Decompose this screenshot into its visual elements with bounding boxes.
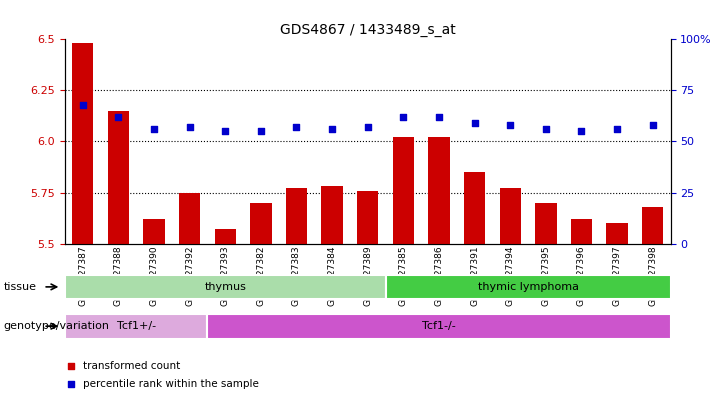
Bar bbox=[65, 314, 208, 338]
Point bbox=[184, 124, 195, 130]
Point bbox=[112, 114, 124, 120]
Text: percentile rank within the sample: percentile rank within the sample bbox=[83, 379, 259, 389]
Point bbox=[327, 126, 338, 132]
Point bbox=[469, 120, 480, 126]
Point bbox=[65, 363, 76, 369]
Bar bbox=[642, 207, 663, 244]
Bar bbox=[535, 203, 557, 244]
Point bbox=[77, 101, 89, 108]
Bar bbox=[72, 43, 94, 244]
Text: Tcf1-/-: Tcf1-/- bbox=[422, 321, 456, 331]
Bar bbox=[606, 223, 628, 244]
Bar bbox=[464, 172, 485, 244]
Bar bbox=[215, 230, 236, 244]
Point bbox=[647, 122, 658, 128]
Text: tissue: tissue bbox=[4, 282, 37, 292]
Text: thymic lymphoma: thymic lymphoma bbox=[477, 282, 578, 292]
Title: GDS4867 / 1433489_s_at: GDS4867 / 1433489_s_at bbox=[280, 23, 456, 37]
Bar bbox=[393, 138, 414, 244]
Text: transformed count: transformed count bbox=[83, 361, 180, 371]
Point bbox=[291, 124, 302, 130]
Point bbox=[255, 128, 267, 134]
Bar bbox=[107, 111, 129, 244]
Point bbox=[611, 126, 623, 132]
Point bbox=[575, 128, 587, 134]
Bar bbox=[428, 138, 450, 244]
Bar bbox=[357, 191, 379, 244]
Bar bbox=[143, 219, 164, 244]
Bar bbox=[500, 189, 521, 244]
Bar bbox=[65, 274, 386, 299]
Bar bbox=[286, 189, 307, 244]
Bar bbox=[179, 193, 200, 244]
Point bbox=[397, 114, 409, 120]
Point bbox=[362, 124, 373, 130]
Point bbox=[219, 128, 231, 134]
Text: Tcf1+/-: Tcf1+/- bbox=[117, 321, 156, 331]
Text: genotype/variation: genotype/variation bbox=[4, 321, 110, 331]
Bar bbox=[571, 219, 592, 244]
Bar bbox=[322, 186, 342, 244]
Point bbox=[149, 126, 160, 132]
Bar bbox=[250, 203, 272, 244]
Bar bbox=[386, 274, 671, 299]
Bar bbox=[208, 314, 671, 338]
Point bbox=[505, 122, 516, 128]
Point bbox=[540, 126, 552, 132]
Point bbox=[65, 380, 76, 387]
Text: thymus: thymus bbox=[204, 282, 246, 292]
Point bbox=[433, 114, 445, 120]
